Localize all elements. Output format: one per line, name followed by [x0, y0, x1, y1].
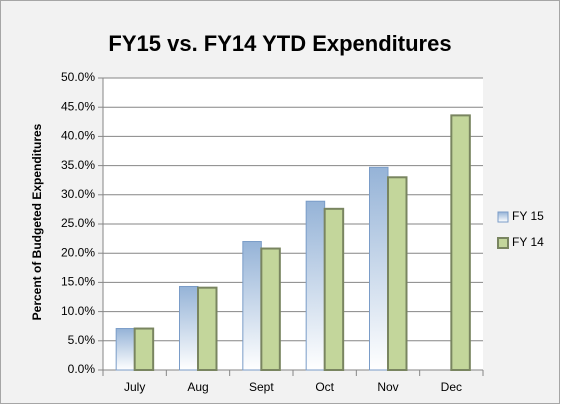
y-tick-label: 35.0%	[61, 158, 95, 172]
y-tick-label: 10.0%	[61, 304, 95, 318]
bar	[323, 207, 345, 371]
legend-label: FY 14	[512, 235, 544, 249]
bar	[197, 286, 218, 372]
x-tick-label: Nov	[377, 380, 398, 394]
y-axis-label: Percent of Budgeted Expenditures	[30, 123, 44, 320]
bar	[260, 247, 281, 371]
x-tick-label: Dec	[441, 380, 462, 394]
legend-label: FY 15	[512, 209, 544, 223]
legend-swatch	[497, 211, 509, 223]
y-tick-label: 30.0%	[61, 187, 95, 201]
x-tick-label: July	[124, 380, 145, 394]
bar	[450, 114, 471, 371]
y-tick-label: 20.0%	[61, 245, 95, 259]
y-tick-label: 45.0%	[61, 99, 95, 113]
y-tick-label: 15.0%	[61, 275, 95, 289]
y-tick-label: 50.0%	[61, 70, 95, 84]
bar	[369, 166, 389, 371]
y-tick-label: 0.0%	[68, 362, 96, 376]
x-tick-label: Aug	[187, 380, 208, 394]
bar	[133, 327, 155, 372]
chart-title: FY15 vs. FY14 YTD Expenditures	[108, 31, 451, 56]
x-tick-label: Oct	[315, 380, 334, 394]
bar	[387, 176, 408, 371]
bar	[179, 285, 199, 371]
y-tick-label: 25.0%	[61, 216, 95, 230]
legend-swatch	[497, 237, 509, 249]
bar	[305, 200, 326, 371]
bar	[115, 328, 136, 371]
y-tick-label: 40.0%	[61, 129, 95, 143]
bar	[242, 241, 262, 371]
y-tick-label: 5.0%	[68, 333, 96, 347]
x-tick-label: Sept	[249, 380, 274, 394]
